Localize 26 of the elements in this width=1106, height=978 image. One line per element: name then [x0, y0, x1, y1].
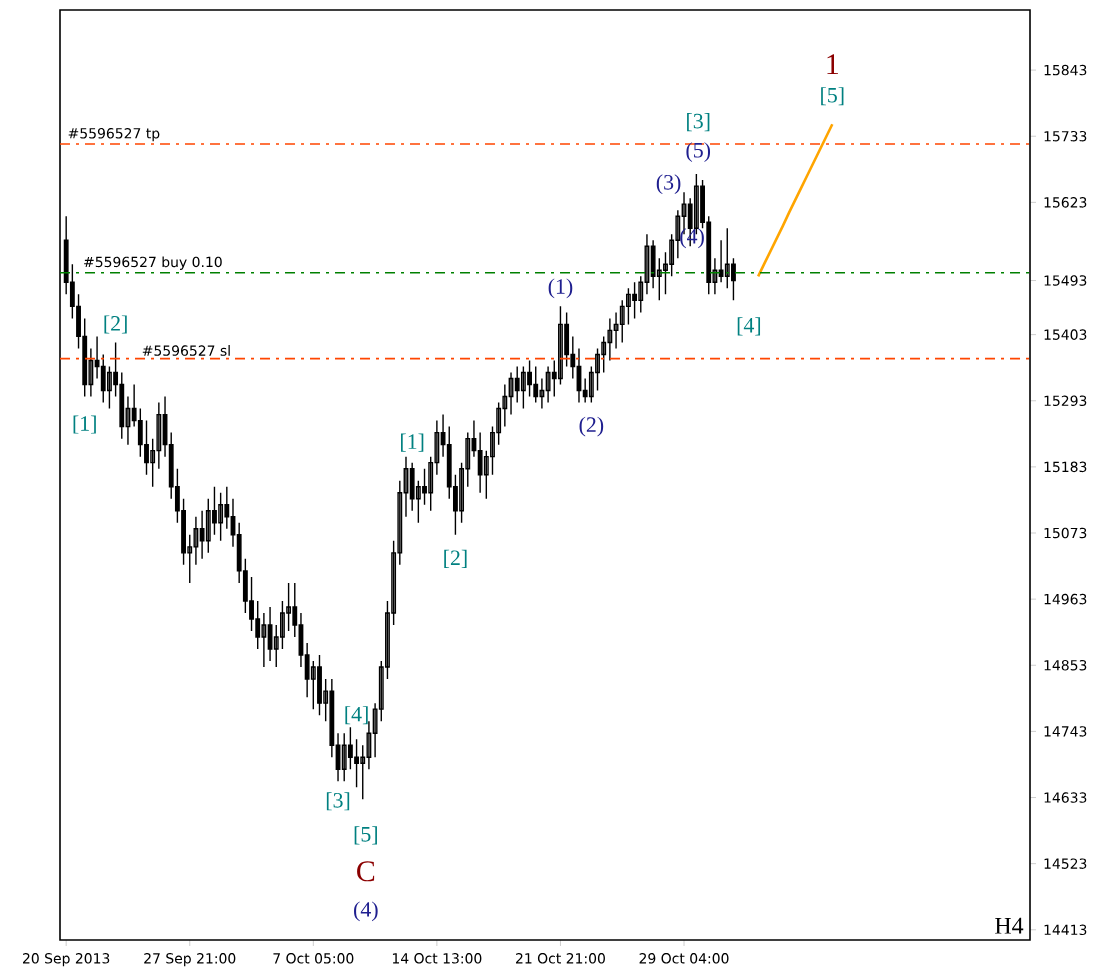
candlestick	[632, 281, 638, 320]
candlestick	[533, 365, 539, 404]
annotation: [2]	[444, 549, 467, 568]
annotation: (2)	[579, 416, 604, 437]
candlestick	[520, 365, 526, 410]
annotation: [1]	[401, 433, 424, 452]
annotation: (3)	[656, 174, 681, 195]
annotation: C	[357, 861, 375, 882]
candlestick	[545, 365, 551, 404]
annotation: [1]	[73, 415, 96, 434]
annotation: [4]	[737, 317, 761, 336]
annotation: [2]	[104, 315, 127, 334]
annotation: [3]	[687, 113, 710, 132]
annotation: [4]	[345, 706, 368, 725]
candlestick	[218, 492, 224, 542]
annotation: [5]	[821, 87, 844, 106]
annotation: H4	[995, 917, 1024, 934]
candlestick	[317, 654, 322, 716]
annotation: (5)	[686, 142, 711, 163]
annotation: [3]	[326, 792, 350, 811]
candlestick	[341, 732, 347, 782]
annotation: (1)	[548, 278, 573, 299]
candlestick	[267, 606, 273, 662]
annotation: (4)	[354, 901, 378, 922]
annotation: [5]	[354, 826, 377, 845]
annotation: 1	[827, 54, 838, 75]
